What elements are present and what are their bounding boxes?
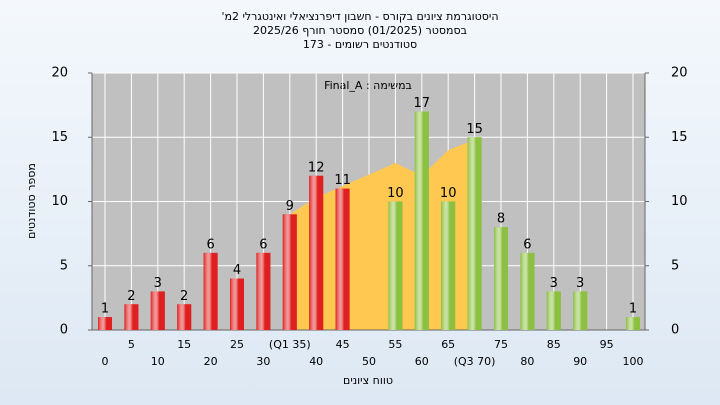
- value-label: 1: [629, 302, 637, 317]
- y-tick-label: 5: [60, 258, 68, 273]
- x-tick-label: 85: [547, 338, 561, 351]
- bar: [203, 252, 218, 330]
- x-tick-label: 5: [128, 338, 135, 351]
- x-tick-label: 45: [336, 338, 350, 351]
- y2-tick-label: 5: [671, 258, 679, 273]
- x-tick-label: 75: [494, 338, 508, 351]
- x-tick-label: 0: [102, 355, 109, 368]
- y-axis-label: מספר סטודנטים: [25, 163, 38, 239]
- chart-subtitle: סטודנטים רשומים - 173: [303, 38, 417, 51]
- bar: [520, 252, 535, 330]
- value-label: 9: [286, 199, 294, 214]
- bar: [626, 317, 640, 330]
- x-tick-label: 60: [415, 355, 429, 368]
- value-label: 6: [206, 237, 214, 252]
- value-label: 3: [576, 276, 584, 291]
- bar: [494, 227, 508, 330]
- annotation: במשימה : Final_A: [324, 79, 412, 92]
- value-label: 11: [334, 173, 351, 188]
- bar: [256, 252, 271, 330]
- value-label: 10: [387, 186, 404, 201]
- value-label: 12: [308, 160, 325, 175]
- value-label: 3: [550, 276, 558, 291]
- y-tick-label: 0: [60, 323, 68, 338]
- bar: [441, 201, 456, 330]
- x-tick-label: 65: [441, 338, 455, 351]
- y-tick-label: 15: [51, 130, 68, 145]
- x-tick-label: (Q1 35): [269, 338, 311, 351]
- bar: [230, 278, 244, 330]
- x-tick-label: 50: [362, 355, 376, 368]
- y-tick-label: 20: [51, 66, 68, 81]
- chart-subtitle: בסמסטר (01/2025) סמסטר חורף 2025/26: [253, 24, 467, 37]
- x-tick-label: 20: [204, 355, 218, 368]
- bar: [98, 317, 112, 330]
- x-tick-label: 90: [573, 355, 587, 368]
- bar: [573, 291, 588, 330]
- x-tick-label: 30: [256, 355, 270, 368]
- y2-tick-label: 15: [671, 130, 688, 145]
- value-label: 6: [259, 237, 267, 252]
- value-label: 15: [466, 122, 483, 137]
- x-tick-label: (Q3 70): [454, 355, 496, 368]
- bar: [309, 175, 324, 330]
- y2-tick-label: 0: [671, 323, 679, 338]
- value-label: 2: [127, 289, 135, 304]
- y2-tick-label: 20: [671, 66, 688, 81]
- bar: [388, 201, 403, 330]
- bar: [335, 188, 350, 330]
- bar: [467, 137, 482, 330]
- x-tick-label: 95: [600, 338, 614, 351]
- bar: [124, 304, 139, 330]
- value-label: 4: [233, 263, 241, 278]
- value-label: 8: [497, 212, 505, 227]
- bar: [177, 304, 192, 330]
- y2-tick-label: 10: [671, 194, 688, 209]
- y-tick-label: 10: [51, 194, 68, 209]
- bar: [282, 214, 297, 330]
- x-tick-label: 10: [151, 355, 165, 368]
- bar: [546, 291, 561, 330]
- chart-title: היסטוגרמת ציונים בקורס - חשבון דיפרנציאל…: [221, 10, 498, 23]
- x-axis-label: טווח ציונים: [343, 374, 393, 387]
- x-tick-label: 100: [623, 355, 644, 368]
- bar: [414, 111, 429, 330]
- value-label: 10: [440, 186, 457, 201]
- value-label: 17: [414, 96, 431, 111]
- x-tick-label: 55: [388, 338, 402, 351]
- value-label: 2: [180, 289, 188, 304]
- x-tick-label: 25: [230, 338, 244, 351]
- x-tick-label: 80: [520, 355, 534, 368]
- value-label: 3: [154, 276, 162, 291]
- value-label: 1: [101, 302, 109, 317]
- x-tick-label: 40: [309, 355, 323, 368]
- value-label: 6: [523, 237, 531, 252]
- x-tick-label: 15: [177, 338, 191, 351]
- bar: [150, 291, 165, 330]
